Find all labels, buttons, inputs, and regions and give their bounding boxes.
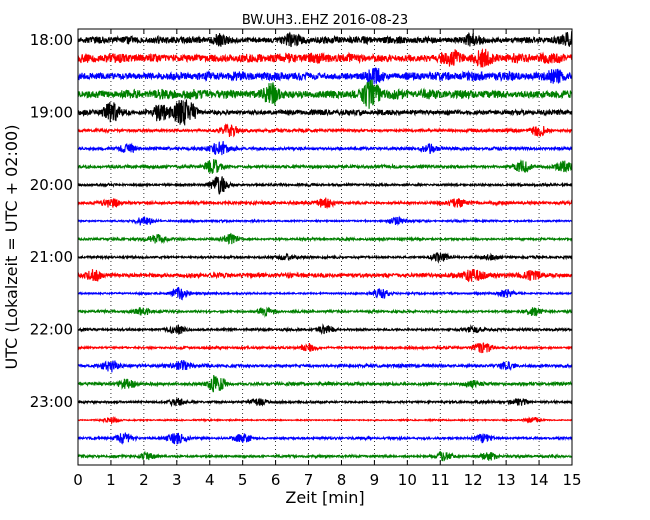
x-tick-label: 4 [205,471,215,489]
seismogram-trace [78,359,572,373]
y-axis-ticks: 18:00 19:00 20:00 21:00 22:00 23:00 [30,31,572,411]
x-tick-label: 9 [370,471,380,489]
y-tick-label: 23:00 [30,393,73,411]
x-tick-label: 15 [562,471,581,489]
y-tick-label: 21:00 [30,248,73,266]
seismogram-trace [78,374,572,393]
x-tick-label: 10 [398,471,417,489]
seismogram-trace [78,123,572,138]
seismogram-trace [78,99,572,126]
y-tick-label: 22:00 [30,321,73,339]
seismogram-trace [78,67,572,85]
y-tick-label: 19:00 [30,103,73,121]
seismogram-trace [78,141,572,156]
x-tick-label: 5 [238,471,248,489]
x-tick-label: 12 [464,471,483,489]
chart-title: BW.UH3..EHZ 2016-08-23 [242,13,408,28]
seismogram-trace [78,232,572,245]
seismogram-trace [78,397,572,408]
x-tick-label: 2 [139,471,149,489]
seismogram-trace [78,31,572,48]
seismogram-trace [78,159,572,174]
seismogram-trace [78,286,572,301]
y-tick-label: 18:00 [30,31,73,49]
x-axis-label: Zeit [min] [285,488,364,507]
y-tick-label: 20:00 [30,176,73,194]
seismogram-trace [78,416,572,425]
x-tick-label: 13 [497,471,516,489]
x-tick-label: 0 [73,471,83,489]
seismogram-trace [78,268,572,283]
seismogram-trace [78,450,572,462]
seismogram-trace [78,197,572,210]
seismogram-traces [78,31,572,462]
plot-frame [77,28,573,466]
seismogram-trace [78,323,572,336]
seismogram-trace [78,176,572,195]
seismogram-trace [78,342,572,354]
seismogram-trace [78,79,572,109]
x-axis-ticks: 0 1 2 3 4 5 6 7 8 9 10 11 12 13 14 15 [73,29,582,489]
x-tick-label: 11 [431,471,450,489]
x-tick-label: 7 [304,471,314,489]
x-tick-label: 3 [172,471,182,489]
seismogram-trace [78,47,572,68]
x-tick-label: 14 [530,471,549,489]
vertical-gridlines [110,29,540,465]
x-tick-label: 6 [271,471,281,489]
x-tick-label: 8 [337,471,347,489]
y-axis-label: UTC (Lokalzeit = UTC + 02:00) [2,125,21,370]
seismogram-trace [78,306,572,318]
seismogram-trace [78,251,572,264]
x-tick-label: 1 [106,471,116,489]
seismogram-trace [78,432,572,445]
seismogram-trace [78,215,572,226]
